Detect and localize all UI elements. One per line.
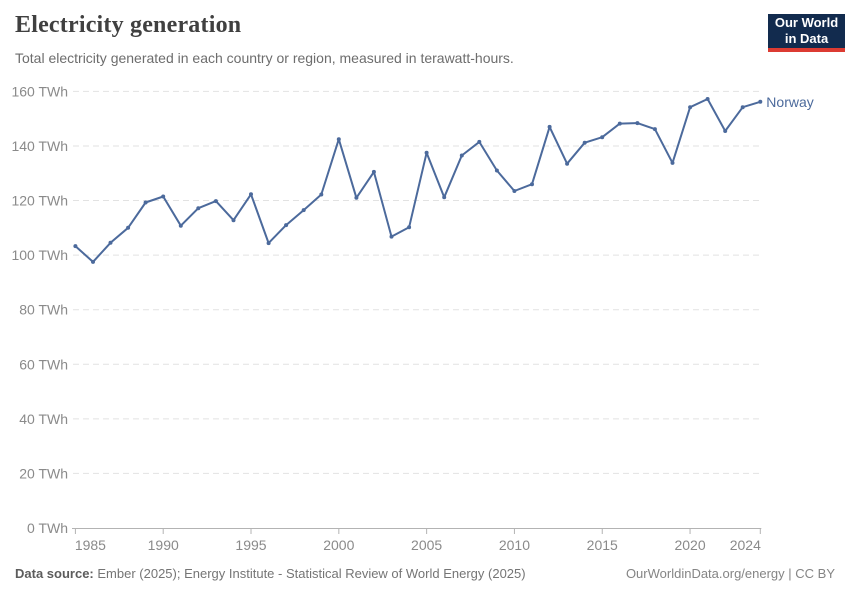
data-point (266, 241, 271, 246)
data-point (284, 223, 289, 228)
data-point (354, 195, 359, 200)
y-tick-label: 100 TWh (11, 247, 68, 263)
data-point (319, 192, 324, 197)
y-tick-label: 140 TWh (11, 138, 68, 154)
y-tick-label: 120 TWh (11, 193, 68, 209)
data-point (371, 169, 376, 174)
data-point (407, 225, 412, 230)
data-point (231, 218, 236, 223)
chart-footer: Data source: Ember (2025); Energy Instit… (15, 566, 835, 581)
data-point (740, 105, 745, 110)
data-point (301, 208, 306, 213)
data-point (249, 192, 253, 197)
x-tick-label: 1990 (148, 537, 179, 553)
data-point (91, 259, 95, 264)
owid-logo-line1: Our World (774, 15, 839, 30)
data-point (758, 99, 763, 104)
x-tick-label: 1995 (235, 537, 266, 553)
data-point (336, 137, 341, 142)
data-point (652, 127, 657, 132)
data-point (530, 182, 534, 187)
x-tick-label: 2015 (587, 537, 618, 553)
y-tick-label: 80 TWh (19, 302, 68, 318)
y-tick-label: 0 TWh (27, 520, 68, 536)
data-point (705, 97, 710, 101)
x-tick-label: 2010 (499, 537, 530, 553)
series-line-norway[interactable] (74, 98, 762, 263)
y-tick-label: 60 TWh (19, 356, 68, 372)
data-source-label: Data source: (15, 566, 94, 581)
data-point (196, 206, 201, 211)
data-source: Data source: Ember (2025); Energy Instit… (15, 566, 526, 581)
data-point (723, 129, 728, 133)
data-point (389, 234, 394, 239)
x-tick-label: 1985 (75, 537, 106, 553)
x-tick-label: 2000 (323, 537, 354, 553)
data-point (565, 161, 570, 166)
data-point (582, 140, 587, 145)
data-point (512, 189, 517, 193)
attribution-link[interactable]: OurWorldinData.org/energy | CC BY (625, 566, 835, 581)
data-point (688, 105, 693, 110)
data-point (213, 199, 218, 204)
y-tick-label: 20 TWh (19, 465, 68, 481)
chart-subtitle: Total electricity generated in each coun… (15, 50, 514, 66)
data-point (108, 240, 113, 245)
series-label-norway[interactable]: Norway (766, 94, 813, 110)
data-point (126, 225, 131, 230)
data-point (424, 150, 429, 155)
data-point (494, 168, 499, 173)
data-point (600, 135, 605, 140)
owid-logo-line2: in Data (784, 31, 829, 46)
data-point (73, 244, 78, 249)
data-point (635, 121, 640, 126)
x-tick-label: 2024 (730, 537, 761, 553)
data-point (477, 139, 482, 144)
data-point (459, 153, 464, 158)
data-point (670, 160, 675, 165)
y-tick-label: 160 TWh (11, 83, 68, 99)
data-point (442, 195, 447, 200)
owid-logo[interactable]: Our World in Data (768, 14, 845, 52)
data-point (547, 124, 552, 129)
data-point (617, 121, 622, 126)
data-point (178, 223, 183, 228)
x-tick-label: 2020 (674, 537, 705, 553)
page-title: Electricity generation (15, 12, 242, 38)
data-source-text: Ember (2025); Energy Institute - Statist… (97, 566, 526, 581)
data-point (143, 200, 148, 205)
y-tick-label: 40 TWh (19, 411, 68, 427)
data-point (161, 194, 166, 199)
x-tick-label: 2005 (411, 537, 442, 553)
